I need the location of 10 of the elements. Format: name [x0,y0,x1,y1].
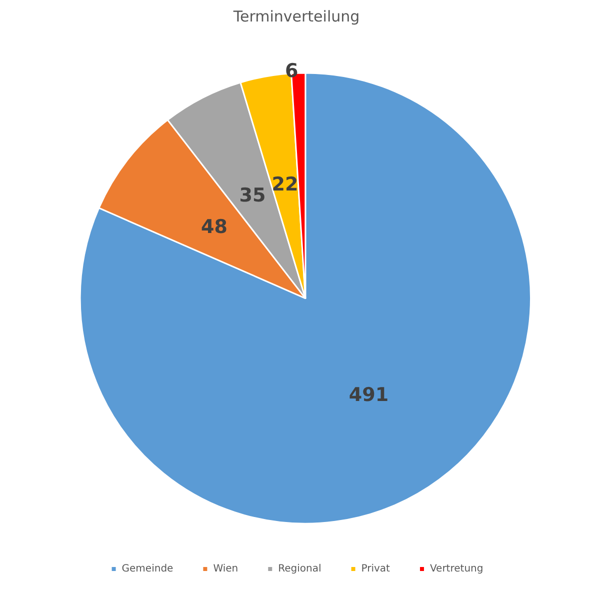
chart-title: Terminverteilung [232,8,360,26]
data-label: 22 [272,173,298,196]
data-label: 48 [200,216,228,238]
data-label: 35 [239,184,266,206]
legend-label: Vertretung [430,564,484,574]
legend-label: Gemeinde [122,564,174,574]
legend-label: Regional [278,564,322,574]
legend-label: Privat [361,564,390,574]
data-label: 491 [348,384,389,406]
legend-label: Wien [213,564,238,574]
